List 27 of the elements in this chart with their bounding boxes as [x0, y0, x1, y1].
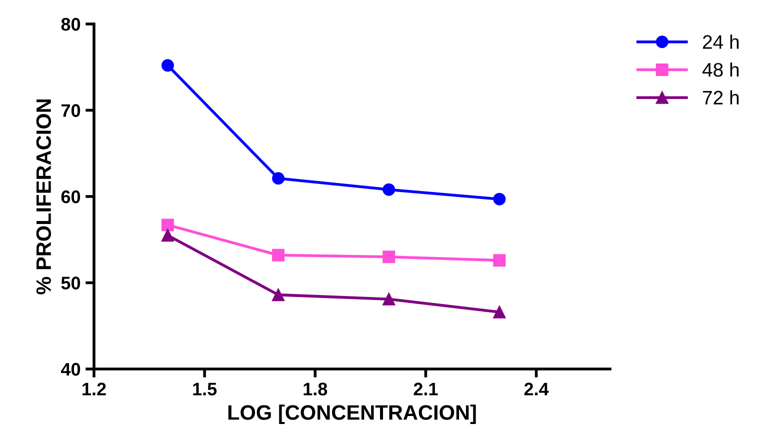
- point: [161, 59, 174, 72]
- x-tick-label: 1.2: [82, 382, 106, 396]
- x-tick-label: 2.4: [524, 382, 549, 396]
- point: [382, 183, 396, 196]
- legend-label: 48 h: [702, 62, 739, 77]
- y-tick-label: 50: [61, 276, 80, 290]
- legend-label: 72 h: [702, 90, 739, 104]
- y-tick-label: 80: [61, 18, 80, 31]
- y-tick-label: 40: [61, 362, 80, 376]
- point: [493, 306, 506, 318]
- y-tick-label: 60: [61, 190, 80, 204]
- point: [272, 248, 285, 262]
- legend-label: 24 h: [702, 34, 739, 49]
- point: [382, 292, 396, 306]
- point: [161, 229, 174, 242]
- point: [382, 250, 396, 264]
- x-tick-label: 1.5: [193, 382, 217, 396]
- y-tick-label: 70: [62, 104, 80, 117]
- point: [493, 192, 506, 206]
- point: [493, 254, 506, 267]
- point: [272, 172, 285, 185]
- x-tick-label: 2.1: [414, 382, 438, 396]
- point: [272, 288, 285, 302]
- x-tick-label: 1.8: [304, 382, 328, 396]
- point: [161, 218, 174, 232]
- x-axis-title: LOG [CONCENTRACION]: [228, 404, 476, 424]
- y-axis-title: % PROLIFERACION: [36, 100, 52, 294]
